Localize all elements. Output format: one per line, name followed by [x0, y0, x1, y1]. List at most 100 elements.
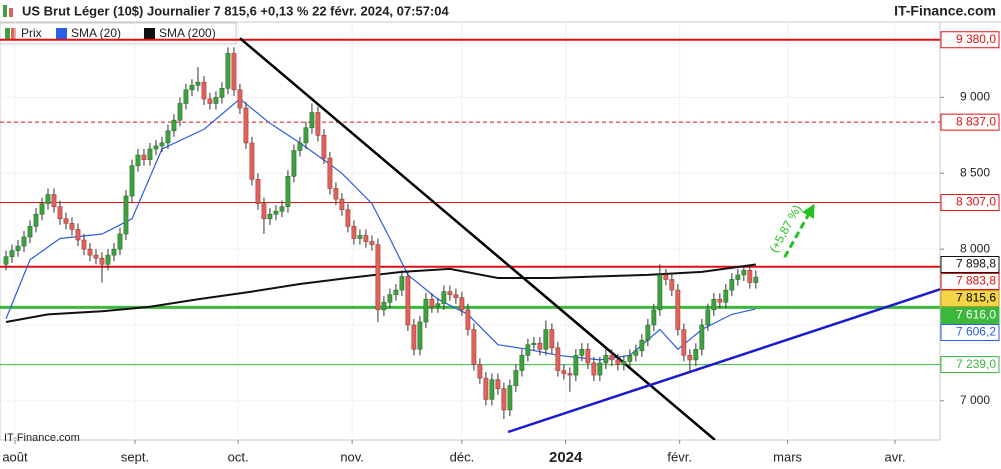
- candle-body: [657, 274, 663, 311]
- candle-body: [711, 298, 717, 311]
- candle-body: [237, 89, 243, 109]
- candle-body: [297, 142, 303, 151]
- legend-label: SMA (200): [159, 26, 216, 40]
- candle-body: [555, 347, 561, 371]
- candle-body: [741, 270, 747, 276]
- value-label: 8 837,0: [956, 114, 996, 128]
- candle-body: [525, 344, 531, 356]
- candle-body: [567, 373, 573, 376]
- candle-body: [735, 274, 741, 280]
- candle-body: [753, 276, 759, 283]
- candle-body: [207, 98, 213, 104]
- candle-body: [489, 379, 495, 400]
- candle-body: [549, 329, 555, 349]
- candle-body: [375, 244, 381, 311]
- candle-body: [519, 355, 525, 371]
- candle-body: [447, 291, 453, 295]
- candle-body: [279, 206, 285, 212]
- candle-body: [543, 329, 549, 350]
- x-tick-label: 2024: [549, 449, 583, 466]
- candle-body: [195, 81, 201, 86]
- legend-swatch: [5, 28, 10, 39]
- candle-body: [717, 298, 723, 303]
- candle-body: [537, 342, 543, 350]
- candle-body: [501, 388, 507, 411]
- candle-body: [453, 294, 459, 298]
- candle-body: [219, 88, 225, 98]
- value-label: 7 616,0: [956, 308, 996, 322]
- candle-body: [603, 355, 609, 364]
- value-label-box: [940, 272, 1000, 290]
- candle-body: [285, 176, 291, 207]
- value-label-box: [940, 113, 1000, 131]
- value-label: 7 898,8: [956, 257, 996, 271]
- value-label: 7 239,0: [956, 357, 996, 371]
- candle-body: [21, 236, 27, 247]
- candle-body: [255, 179, 261, 204]
- source: IT-Finance.com: [894, 3, 996, 19]
- sma-line: [5, 263, 756, 323]
- x-tick-label: août: [2, 449, 28, 464]
- candle-body: [33, 213, 39, 227]
- candle-body: [81, 239, 87, 250]
- candle-body: [87, 248, 93, 256]
- candle-body: [579, 348, 585, 356]
- candle-body: [591, 362, 597, 376]
- legend-swatch: [11, 28, 16, 39]
- candle-body: [315, 112, 321, 136]
- candle-body: [69, 223, 75, 230]
- candle-body: [573, 355, 579, 376]
- candle-body: [303, 127, 309, 144]
- candle-body: [333, 188, 339, 200]
- candle-body: [729, 279, 735, 291]
- candle-body: [429, 298, 435, 308]
- candle-body: [747, 270, 753, 283]
- candle-body: [645, 324, 651, 341]
- candle-body: [477, 364, 483, 379]
- value-label-box: [940, 31, 1000, 49]
- candle-body: [135, 154, 141, 166]
- candle-body: [435, 303, 441, 308]
- candle-body: [699, 324, 705, 350]
- x-tick-label: oct.: [228, 449, 249, 464]
- candle-body: [63, 218, 69, 224]
- y-tick-label: 7 000: [960, 393, 990, 407]
- candle-body: [363, 235, 369, 242]
- candle-body: [261, 203, 267, 220]
- value-label-box: [940, 323, 1000, 341]
- candle-body: [639, 339, 645, 352]
- candle-body: [681, 329, 687, 356]
- candle-body: [441, 291, 447, 305]
- candle-body: [147, 148, 153, 160]
- legend: Prix SMA (20) SMA (200): [0, 22, 237, 45]
- candle-body: [165, 130, 171, 144]
- candle-body: [345, 209, 351, 227]
- candle-body: [273, 210, 279, 215]
- value-label: 9 380,0: [956, 32, 996, 46]
- candle-body: [267, 213, 273, 220]
- candle-body: [597, 362, 603, 376]
- header-icon: [3, 5, 7, 17]
- candle-body: [117, 233, 123, 250]
- value-label-box: [940, 306, 1000, 324]
- x-tick-label: déc.: [450, 449, 475, 464]
- trendline: [239, 37, 716, 440]
- trendline: [507, 288, 940, 434]
- candle-body: [327, 157, 333, 189]
- candle-body: [231, 53, 237, 91]
- candle-body: [585, 348, 591, 364]
- candle-body: [309, 112, 315, 129]
- candle-body: [723, 289, 729, 303]
- candle-body: [651, 309, 657, 326]
- value-label: 7 883,8: [956, 274, 996, 288]
- value-label-box: [940, 289, 1000, 307]
- candle-body: [387, 294, 393, 303]
- candle-body: [621, 361, 627, 365]
- candle-body: [561, 370, 567, 374]
- legend-label: SMA (20): [71, 26, 121, 40]
- candle-body: [75, 229, 81, 241]
- legend-swatch: [56, 28, 67, 39]
- y-tick-label: 8 000: [960, 241, 990, 255]
- arrow-head: [802, 203, 815, 219]
- candle-body: [45, 194, 51, 204]
